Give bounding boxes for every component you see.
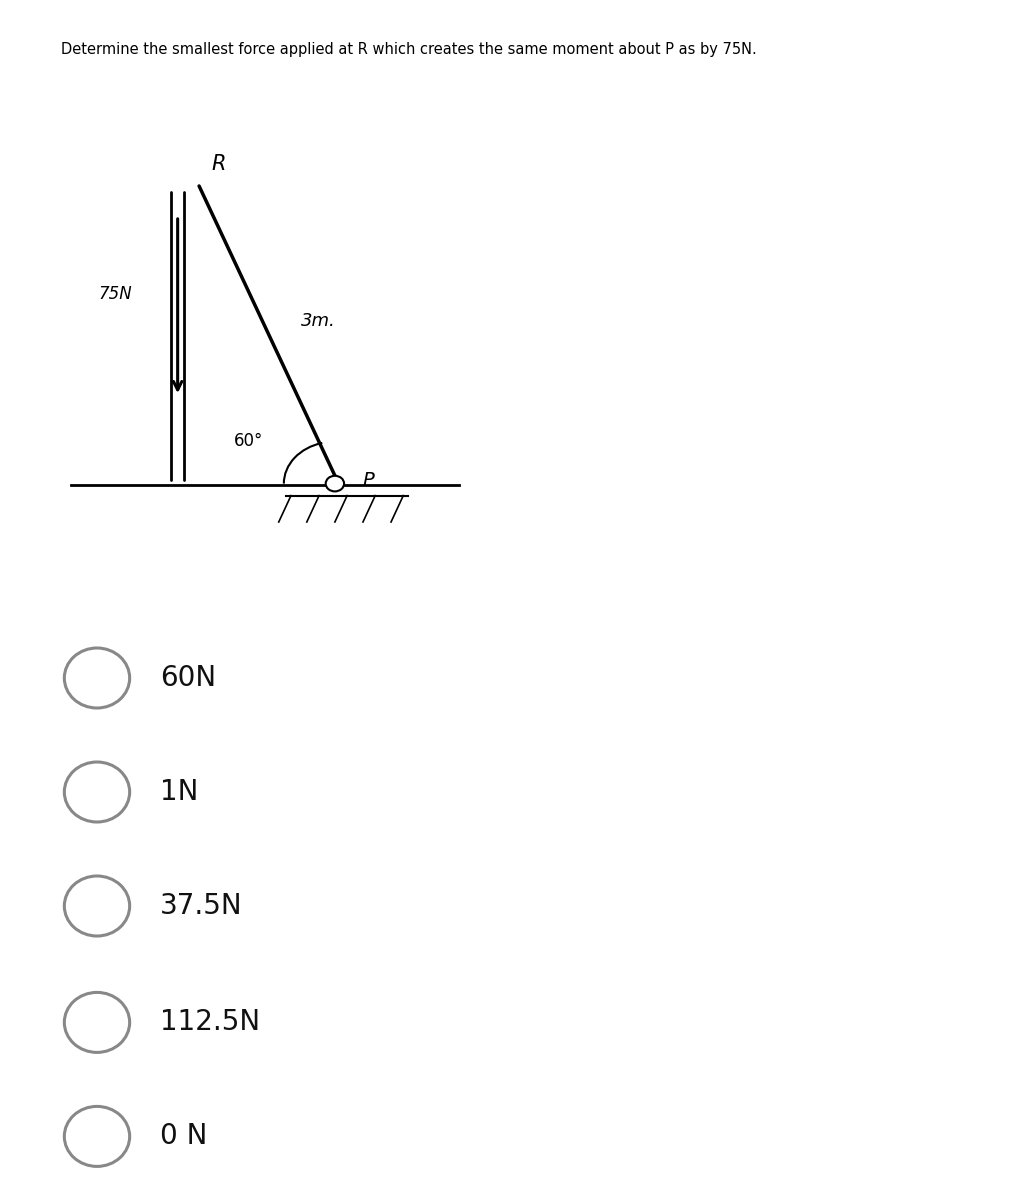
Text: 112.5N: 112.5N	[160, 1008, 260, 1037]
Text: 60N: 60N	[160, 664, 216, 692]
Ellipse shape	[326, 475, 344, 492]
Text: P: P	[362, 470, 375, 490]
Text: 1N: 1N	[160, 778, 199, 806]
Text: 3m.: 3m.	[300, 312, 336, 330]
Text: 0 N: 0 N	[160, 1122, 207, 1151]
Text: Determine the smallest force applied at R which creates the same moment about P : Determine the smallest force applied at …	[61, 42, 757, 56]
Text: 60°: 60°	[234, 432, 262, 450]
Text: 37.5N: 37.5N	[160, 892, 243, 920]
Text: R: R	[211, 154, 226, 174]
Text: 75N: 75N	[98, 286, 132, 304]
